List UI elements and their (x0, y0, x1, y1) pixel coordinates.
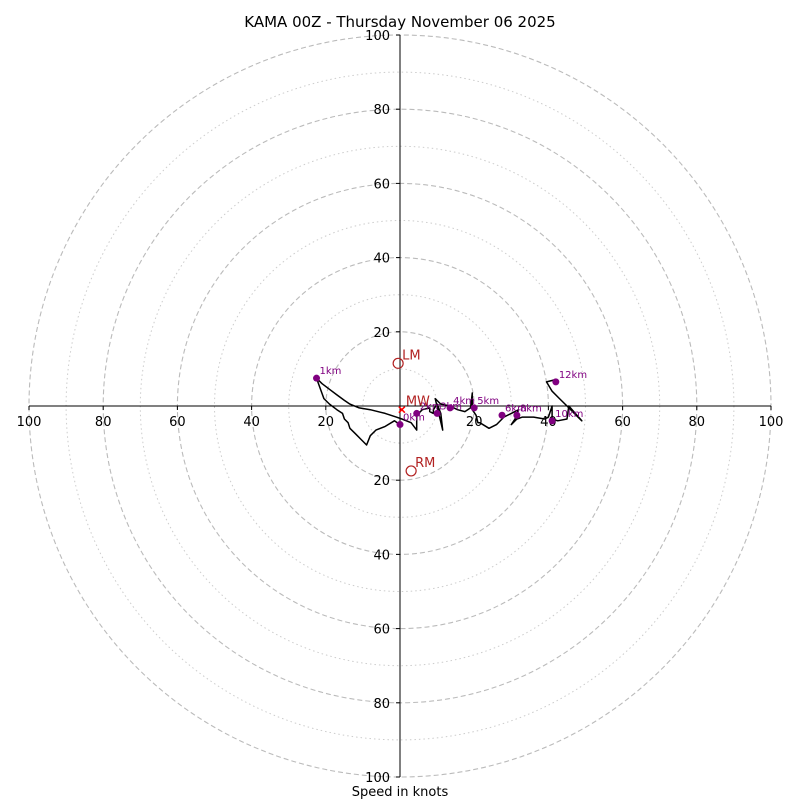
x-tick-label-right-20: 20 (466, 415, 483, 430)
height-marker-10km (548, 417, 556, 425)
storm-marker-rm (405, 465, 417, 477)
height-label-8km: 8km (520, 403, 542, 414)
x-tick-label-left-80: 80 (95, 415, 112, 430)
storm-label-lm: LM (402, 348, 420, 363)
y-tick-label-down-80: 80 (373, 697, 390, 712)
height-marker-6km (498, 411, 506, 419)
height-marker-5km (470, 404, 478, 412)
height-label-12km: 12km (559, 370, 587, 381)
y-tick-label-up-20: 20 (373, 326, 390, 341)
height-label-5km: 5km (477, 396, 499, 407)
chart-title: KAMA 00Z - Thursday November 06 2025 (244, 13, 555, 31)
x-tick-label-left-20: 20 (318, 415, 335, 430)
wind-trace (315, 377, 583, 446)
height-marker-2km (413, 409, 421, 417)
y-tick-label-up-60: 60 (373, 177, 390, 192)
height-markers: 0km1km2km3km4km5km6km8km10km12km (313, 366, 587, 429)
storm-label-mw: MW (406, 395, 430, 410)
x-tick-label-right-60: 60 (614, 415, 631, 430)
x-tick-label-right-80: 80 (689, 415, 706, 430)
height-label-6km: 6km (505, 403, 527, 414)
x-axis-label: Speed in knots (352, 785, 449, 800)
height-marker-0km (396, 421, 404, 429)
x-tick-label-left-40: 40 (243, 415, 260, 430)
x-tick-label-left-60: 60 (169, 415, 186, 430)
y-tick-label-down-60: 60 (373, 623, 390, 638)
axes (29, 35, 771, 777)
height-marker-1km (313, 374, 321, 382)
x-tick-label-right-100: 100 (759, 415, 784, 430)
hodograph-line (315, 377, 583, 446)
x-tick-label-left-100: 100 (17, 415, 42, 430)
mean-wind-marker-b (398, 406, 406, 414)
height-label-1km: 1km (320, 366, 342, 377)
height-marker-4km (446, 404, 454, 412)
y-tick-label-down-40: 40 (373, 548, 390, 563)
y-tick-label-up-40: 40 (373, 252, 390, 267)
height-marker-3km (433, 409, 441, 417)
height-label-0km: 0km (403, 413, 425, 424)
storm-motion-markers: LM RM MW (392, 348, 435, 477)
y-tick-label-up-100: 100 (365, 29, 390, 44)
y-tick-label-up-80: 80 (373, 103, 390, 118)
height-label-2km: 2km (420, 401, 442, 412)
y-tick-label-down-100: 100 (365, 771, 390, 786)
height-label-10km: 10km (555, 409, 583, 420)
storm-marker-lm (392, 357, 404, 369)
y-tick-label-down-20: 20 (373, 474, 390, 489)
height-marker-8km (513, 411, 521, 419)
height-label-4km: 4km (453, 396, 475, 407)
height-marker-12km (552, 378, 560, 386)
tick-labels: 100 80 60 40 20 20 40 60 80 100204060801002040608… (17, 29, 784, 786)
storm-label-rm: RM (415, 456, 435, 471)
